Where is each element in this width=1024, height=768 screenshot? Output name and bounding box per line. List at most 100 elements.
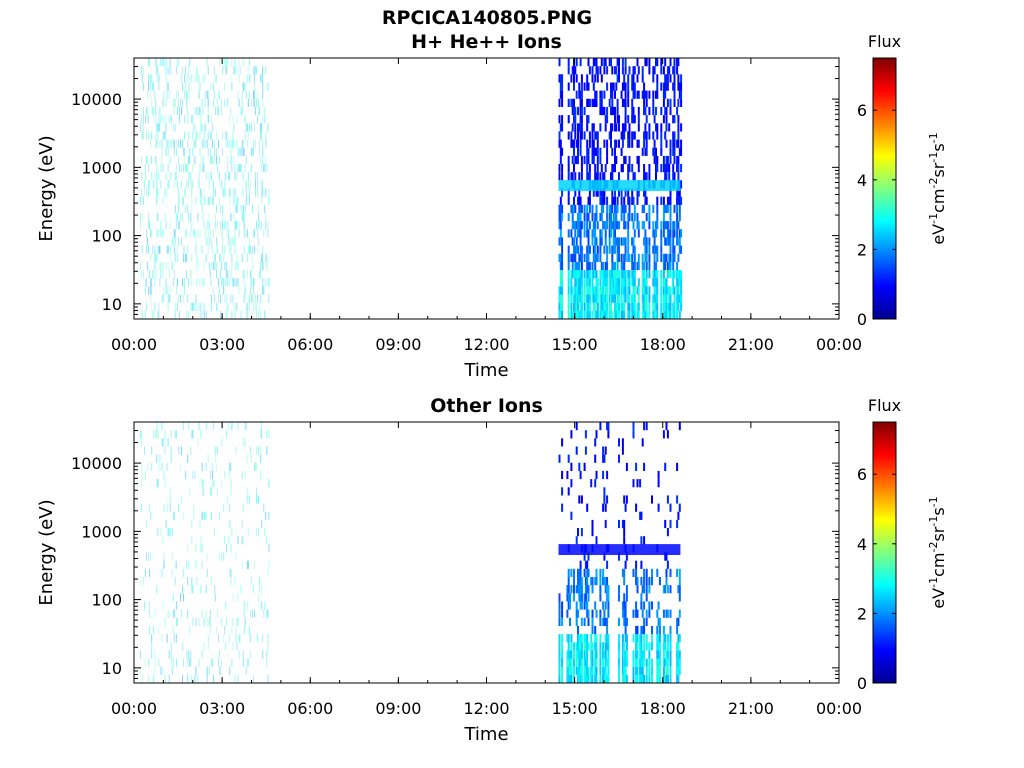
- spectrogram-cell: [258, 237, 260, 246]
- spectrogram-cell: [594, 577, 597, 586]
- spectrogram-cell: [591, 237, 594, 246]
- spectrogram-cell: [570, 666, 573, 675]
- spectrogram-cell: [587, 642, 590, 651]
- spectrogram-cell: [591, 204, 594, 213]
- spectrogram-cell: [587, 278, 590, 287]
- spectrogram-cell: [624, 278, 627, 287]
- spectrogram-cell: [608, 213, 611, 222]
- spectrogram-cell: [558, 642, 561, 651]
- spectrogram-cell: [202, 106, 204, 116]
- spectrogram-cell: [157, 66, 159, 75]
- spectrogram-cell: [201, 123, 203, 132]
- spectrogram-cell: [599, 585, 602, 594]
- spectrogram-cell: [635, 634, 638, 643]
- spectrogram-cell: [603, 270, 606, 279]
- spectrogram-cell: [210, 155, 212, 165]
- spectrogram-cell: [639, 666, 642, 675]
- spectrogram-cell: [596, 147, 599, 156]
- spectrogram-cell: [604, 446, 607, 455]
- spectrogram-cell: [153, 82, 155, 91]
- spectrogram-cell: [677, 123, 680, 132]
- spectrogram-cell: [222, 213, 224, 222]
- spectrogram-cell: [600, 204, 603, 213]
- spectrogram-cell: [559, 229, 562, 238]
- spectrogram-cell: [673, 229, 676, 238]
- spectrogram-cell: [210, 511, 212, 520]
- spectrogram-cell: [219, 253, 220, 262]
- spectrogram-cell: [594, 261, 597, 271]
- spectrogram-cell: [588, 172, 591, 181]
- spectrogram-cell: [167, 180, 169, 189]
- spectrogram-cell: [592, 245, 595, 254]
- spectrogram-cell: [187, 674, 189, 683]
- spectrogram-cell: [618, 172, 620, 181]
- spectrogram-cell: [177, 237, 179, 246]
- spectrogram-cell: [614, 115, 616, 124]
- spectrogram-cell: [191, 278, 193, 287]
- spectrogram-cell: [676, 278, 679, 287]
- spectrogram-cell: [200, 310, 202, 319]
- spectrogram-cell: [615, 286, 618, 295]
- spectrogram-cell: [604, 229, 607, 238]
- spectrogram-cell: [664, 310, 667, 319]
- spectrogram-cell: [599, 245, 602, 254]
- spectrogram-cell: [669, 74, 672, 83]
- spectrogram-cell: [147, 90, 149, 99]
- spectrogram-cell: [186, 650, 188, 659]
- spectrogram-cell: [225, 310, 227, 319]
- spectrogram-cell: [596, 66, 599, 75]
- spectrogram-cell: [561, 503, 564, 512]
- spectrogram-cell: [184, 147, 186, 156]
- spectrogram-cell: [666, 155, 669, 165]
- spectrogram-cell: [578, 658, 581, 667]
- spectrogram-cell: [651, 577, 653, 586]
- spectrogram-cell: [240, 204, 242, 213]
- spectrogram-cell: [635, 503, 638, 512]
- spectrogram-cell: [184, 245, 186, 254]
- spectrogram-cell: [643, 658, 646, 667]
- spectrogram-cell: [599, 278, 602, 287]
- spectrogram-cell: [227, 278, 229, 287]
- spectrogram-cell: [570, 98, 573, 107]
- spectrogram-cell: [231, 625, 233, 635]
- spectrogram-cell: [586, 658, 589, 667]
- spectrogram-cell: [241, 98, 243, 107]
- spectrogram-cell: [615, 270, 618, 279]
- spectrogram-cell: [166, 286, 168, 295]
- spectrogram-cell: [182, 98, 183, 107]
- spectrogram-cell: [620, 213, 623, 222]
- spectrogram-cell: [587, 552, 590, 561]
- spectrogram-cell: [213, 261, 215, 271]
- spectrogram-cell: [222, 221, 224, 230]
- spectrogram-cell: [656, 294, 659, 303]
- spectrogram-cell: [644, 123, 647, 132]
- spectrogram-cell: [561, 310, 564, 319]
- spectrogram-cell: [152, 310, 154, 319]
- spectrogram-cell: [264, 601, 266, 610]
- spectrogram-cell: [641, 650, 644, 659]
- spectrogram-cell: [645, 270, 648, 279]
- spectrogram-cell: [621, 139, 624, 148]
- spectrogram-cell: [669, 253, 672, 262]
- spectrogram-cell: [583, 462, 586, 471]
- spectrogram-cell: [653, 66, 656, 75]
- spectrogram-cell: [673, 270, 676, 279]
- spectrogram-cell: [244, 286, 246, 295]
- spectrogram-cell: [636, 139, 639, 148]
- spectrogram-cell: [591, 139, 594, 148]
- spectrogram-cell: [247, 172, 249, 181]
- spectrogram-cell: [636, 196, 639, 205]
- spectrogram-cell: [577, 147, 579, 156]
- spectrogram-cell: [627, 237, 630, 246]
- spectrogram-cell: [167, 294, 169, 303]
- x-tick-label: 18:00: [640, 699, 686, 718]
- spectrogram-cell: [583, 131, 586, 140]
- spectrogram-cell: [577, 625, 579, 635]
- spectrogram-cell: [645, 172, 648, 181]
- spectrogram-cell: [677, 286, 680, 295]
- spectrogram-cell: [176, 278, 178, 287]
- spectrogram-cell: [141, 213, 143, 222]
- spectrogram-cell: [241, 470, 243, 480]
- spectrogram-cell: [620, 188, 623, 197]
